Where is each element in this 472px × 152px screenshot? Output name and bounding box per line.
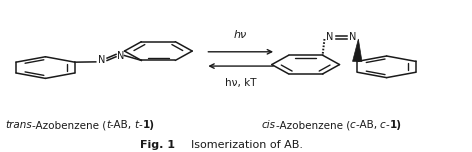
Text: 1): 1) bbox=[143, 120, 154, 130]
Text: t: t bbox=[106, 120, 110, 130]
Text: hν: hν bbox=[234, 30, 247, 40]
Text: 1): 1) bbox=[389, 120, 401, 130]
Text: -: - bbox=[139, 120, 143, 130]
Text: N: N bbox=[117, 51, 125, 61]
Text: trans: trans bbox=[5, 120, 32, 130]
Text: N: N bbox=[349, 32, 356, 42]
Text: c: c bbox=[380, 120, 386, 130]
Text: cis: cis bbox=[262, 120, 276, 130]
Text: -Azobenzene (: -Azobenzene ( bbox=[276, 120, 350, 130]
Text: -AB,: -AB, bbox=[355, 120, 380, 130]
Text: t: t bbox=[135, 120, 139, 130]
Text: -AB,: -AB, bbox=[110, 120, 135, 130]
Text: N: N bbox=[327, 32, 334, 42]
Text: -Azobenzene (: -Azobenzene ( bbox=[32, 120, 106, 130]
Text: Fig. 1: Fig. 1 bbox=[140, 140, 175, 150]
Text: -: - bbox=[386, 120, 389, 130]
Text: hν, kT: hν, kT bbox=[225, 78, 256, 88]
Polygon shape bbox=[353, 39, 362, 61]
Text: Isomerization of AB.: Isomerization of AB. bbox=[177, 140, 303, 150]
Text: c: c bbox=[350, 120, 355, 130]
Text: N: N bbox=[98, 55, 106, 65]
